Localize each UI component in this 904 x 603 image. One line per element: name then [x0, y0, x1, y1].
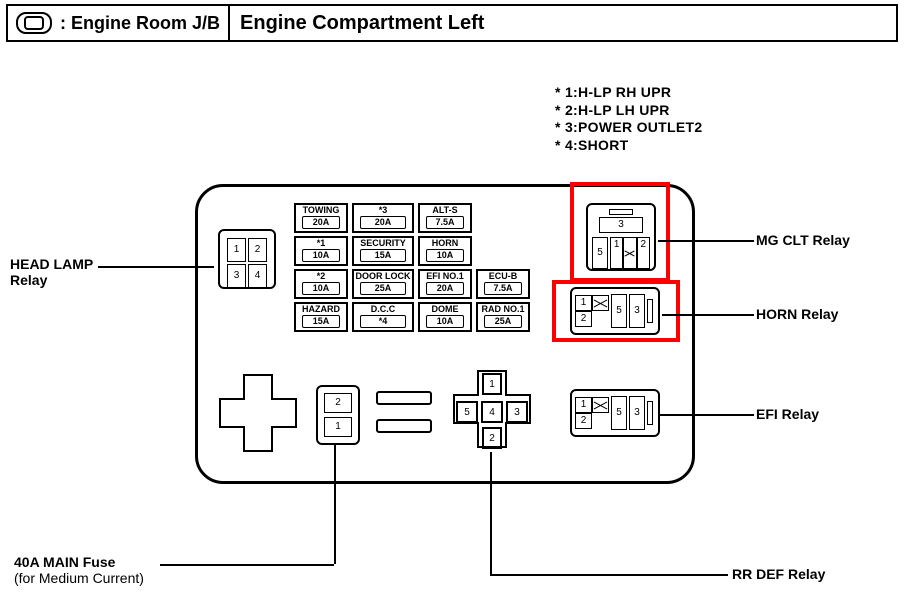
legend-2: * 2:H-LP LH UPR	[555, 102, 702, 120]
cross-relay: 1 5 4 3 2	[452, 373, 532, 453]
efi-label: EFI Relay	[756, 406, 819, 422]
horn-relay: 1 2 5 3	[570, 287, 660, 335]
relay-pin: 2	[575, 311, 592, 327]
legend: * 1:H-LP RH UPR * 2:H-LP LH UPR * 3:POWE…	[555, 84, 702, 154]
relay-pin-x	[623, 237, 636, 269]
fuse-column-3: ALT-S7.5A HORN10A EFI NO.120A DOME10A	[418, 203, 472, 332]
headlamp-label: HEAD LAMPRelay	[10, 256, 93, 288]
header-bar: : Engine Room J/B Engine Compartment Lef…	[6, 4, 898, 42]
fuse-dome: DOME10A	[418, 302, 472, 332]
rrdef-label: RR DEF Relay	[732, 566, 825, 582]
relay-pin: 1	[227, 238, 246, 262]
headlamp-relay: 1 2 3 4	[218, 229, 276, 289]
leader-line	[334, 444, 336, 564]
fuse-alts: ALT-S7.5A	[418, 203, 472, 233]
mgclt-label: MG CLT Relay	[756, 232, 850, 248]
relay-pin-blank	[592, 413, 609, 429]
cross-outline	[452, 369, 532, 453]
mgclt-relay: 3 5 1 2	[586, 203, 656, 271]
leader-line	[490, 452, 492, 574]
fuse-column-4: XX XX ECU-B7.5A RAD NO.125A	[476, 203, 530, 332]
relay-pin: 3	[599, 217, 643, 233]
leader-line	[98, 266, 214, 268]
relay-pin: 2	[324, 393, 352, 413]
relay-pin: 5	[611, 294, 627, 328]
relay-pin: 3	[227, 264, 246, 288]
header-left-text: : Engine Room J/B	[60, 13, 220, 34]
relay-pin-x	[592, 295, 609, 311]
mainfuse-label: 40A MAIN Fuse(for Medium Current)	[14, 554, 144, 586]
cross-outline-icon	[218, 373, 298, 457]
legend-1: * 1:H-LP RH UPR	[555, 84, 702, 102]
fuse-doorlock: DOOR LOCK25A	[352, 269, 414, 299]
relay-pin: 2	[575, 413, 592, 429]
blank-slot	[376, 391, 432, 405]
fuse-efino1: EFI NO.120A	[418, 269, 472, 299]
fuse-towing: TOWING20A	[294, 203, 348, 233]
main-fuse-block: 2 1	[316, 385, 360, 445]
leader-line	[160, 564, 334, 566]
relay-pin: 1	[575, 397, 592, 413]
relay-pin: 1	[575, 295, 592, 311]
fuse-star3: *320A	[352, 203, 414, 233]
relay-pin: 2	[248, 238, 267, 262]
relay-pin: 5	[592, 237, 608, 269]
relay-pin: 3	[629, 294, 645, 328]
fuse-hazard: HAZARD15A	[294, 302, 348, 332]
relay-pin: 1	[324, 417, 352, 437]
fuse-star2: *210A	[294, 269, 348, 299]
leader-line	[658, 240, 754, 242]
leader-line	[660, 414, 754, 416]
relay-pin-blank	[592, 311, 609, 327]
relay-pin: 2	[637, 237, 650, 269]
relay-pin: 1	[610, 237, 623, 269]
leader-line	[662, 314, 754, 316]
blank-slot	[376, 419, 432, 433]
fuse-column-2: *320A SECURITY15A DOOR LOCK25A D.C.C*4	[352, 203, 414, 332]
header-left: : Engine Room J/B	[8, 6, 230, 40]
fuse-column-1: TOWING20A *110A *210A HAZARD15A	[294, 203, 348, 332]
fusebox-outline: 1 2 3 4 TOWING20A *110A *210A HAZARD15A …	[195, 184, 695, 484]
legend-3: * 3:POWER OUTLET2	[555, 119, 702, 137]
relay-pin: 3	[629, 396, 645, 430]
header-right-text: Engine Compartment Left	[230, 6, 896, 40]
fuse-radno1: RAD NO.125A	[476, 302, 530, 332]
fuse-ecub: ECU-B7.5A	[476, 269, 530, 299]
blank-cross-relay	[218, 373, 298, 462]
fuse-star1: *110A	[294, 236, 348, 266]
fuse-security: SECURITY15A	[352, 236, 414, 266]
fuse-dcc: D.C.C*4	[352, 302, 414, 332]
junction-box-icon	[16, 12, 52, 34]
legend-4: * 4:SHORT	[555, 137, 702, 155]
relay-pin-x	[592, 397, 609, 413]
fuse-horn: HORN10A	[418, 236, 472, 266]
efi-relay: 1 2 5 3	[570, 389, 660, 437]
relay-pin: 4	[248, 264, 267, 288]
horn-label: HORN Relay	[756, 306, 838, 322]
leader-line	[490, 574, 728, 576]
relay-pin: 5	[611, 396, 627, 430]
